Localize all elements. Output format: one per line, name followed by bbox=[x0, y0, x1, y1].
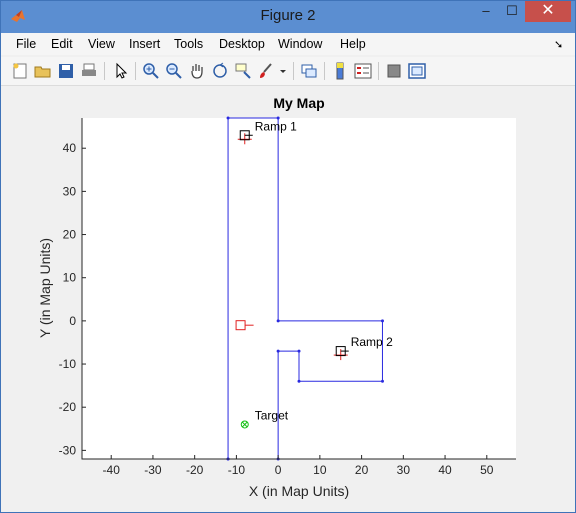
close-button[interactable]: ✕ bbox=[525, 1, 571, 22]
window-title: Figure 2 bbox=[260, 7, 316, 24]
x-tick-label: 50 bbox=[480, 463, 494, 477]
save-icon[interactable] bbox=[57, 62, 75, 80]
x-tick-label: -30 bbox=[144, 463, 162, 477]
x-tick-label: 0 bbox=[275, 463, 282, 477]
toolbar-separator bbox=[293, 62, 294, 80]
y-tick-label: 30 bbox=[63, 184, 77, 198]
axes-background bbox=[82, 118, 516, 459]
toolbar-separator bbox=[378, 62, 379, 80]
zoom-out-icon[interactable] bbox=[165, 62, 183, 80]
x-tick-label: 20 bbox=[355, 463, 369, 477]
pan-hand-icon[interactable] bbox=[188, 62, 206, 80]
map-vertex-point bbox=[276, 116, 280, 120]
x-tick-label: 40 bbox=[438, 463, 452, 477]
x-tick-label: -40 bbox=[103, 463, 121, 477]
legend-icon[interactable] bbox=[354, 62, 372, 80]
x-tick-label: -10 bbox=[228, 463, 246, 477]
title-bar[interactable]: Figure 2 – ☐ ✕ bbox=[1, 1, 575, 33]
menu-view[interactable]: View bbox=[88, 37, 115, 51]
menu-desktop[interactable]: Desktop bbox=[219, 37, 265, 51]
menu-insert[interactable]: Insert bbox=[129, 37, 161, 51]
axes-frame bbox=[81, 118, 516, 460]
x-axis-label: X (in Map Units) bbox=[249, 483, 349, 499]
x-tick-label: 30 bbox=[397, 463, 411, 477]
pointer-icon[interactable] bbox=[112, 62, 130, 80]
y-tick-label: -30 bbox=[59, 443, 77, 457]
menu-bar: File Edit View Insert Tools Desktop Wind… bbox=[1, 33, 575, 55]
map-vertex-point bbox=[297, 379, 301, 383]
open-file-icon[interactable] bbox=[34, 62, 52, 80]
map-vertex-point bbox=[226, 116, 230, 120]
map-vertex-point bbox=[276, 319, 280, 323]
hide-plot-tools-icon[interactable] bbox=[385, 62, 403, 80]
target-label: Target bbox=[255, 408, 289, 422]
map-vertex-point bbox=[380, 319, 384, 323]
print-icon[interactable] bbox=[80, 62, 98, 80]
map-vertex-point bbox=[380, 379, 384, 383]
y-tick-label: 10 bbox=[63, 271, 77, 285]
minimize-button[interactable]: – bbox=[482, 3, 490, 18]
toolbar-separator bbox=[324, 62, 325, 80]
figure-toolbar bbox=[1, 57, 575, 86]
y-tick-label: 0 bbox=[69, 314, 76, 328]
map-vertex-point bbox=[297, 349, 301, 353]
map-plot[interactable]: Ramp 1 Ramp 2 Target -40 -30 -20 -10 0 10 20 30 40… bbox=[9, 87, 567, 507]
rotate-3d-icon[interactable] bbox=[211, 62, 229, 80]
menu-tools[interactable]: Tools bbox=[174, 37, 204, 51]
y-tick-label: -10 bbox=[59, 357, 77, 371]
data-cursor-icon[interactable] bbox=[234, 62, 252, 80]
menu-window[interactable]: Window bbox=[278, 37, 323, 51]
x-tick-label: 10 bbox=[313, 463, 327, 477]
map-vertex-point bbox=[276, 349, 280, 353]
menu-help[interactable]: Help bbox=[340, 37, 366, 51]
chart-title: My Map bbox=[273, 95, 324, 111]
menu-file[interactable]: File bbox=[16, 37, 37, 51]
ramp2-label: Ramp 2 bbox=[351, 335, 393, 349]
maximize-button[interactable]: ☐ bbox=[506, 3, 518, 18]
colorbar-icon[interactable] bbox=[331, 62, 349, 80]
menu-edit[interactable]: Edit bbox=[51, 37, 73, 51]
toolbar-separator bbox=[104, 62, 105, 80]
ramp1-label: Ramp 1 bbox=[255, 119, 297, 133]
brush-dropdown-icon[interactable] bbox=[278, 62, 288, 80]
new-figure-icon[interactable] bbox=[11, 62, 29, 80]
target-cross bbox=[241, 421, 248, 428]
y-tick-label: 20 bbox=[63, 228, 77, 242]
toolbar-separator bbox=[135, 62, 136, 80]
target-marker bbox=[240, 420, 249, 429]
dock-arrow-icon[interactable]: ➘ bbox=[554, 39, 564, 51]
y-axis-label: Y (in Map Units) bbox=[37, 238, 53, 338]
link-plot-icon[interactable] bbox=[300, 62, 318, 80]
brush-icon[interactable] bbox=[257, 62, 275, 80]
y-tick-label: -20 bbox=[59, 400, 77, 414]
y-tick-label: 40 bbox=[63, 141, 77, 155]
x-tick-label: -20 bbox=[186, 463, 204, 477]
zoom-in-icon[interactable] bbox=[142, 62, 160, 80]
show-plot-tools-icon[interactable] bbox=[408, 62, 426, 80]
matlab-logo-icon bbox=[11, 10, 25, 22]
figure-canvas: Ramp 1 Ramp 2 Target -40 -30 -20 -10 0 10 20 30 40… bbox=[9, 87, 567, 507]
